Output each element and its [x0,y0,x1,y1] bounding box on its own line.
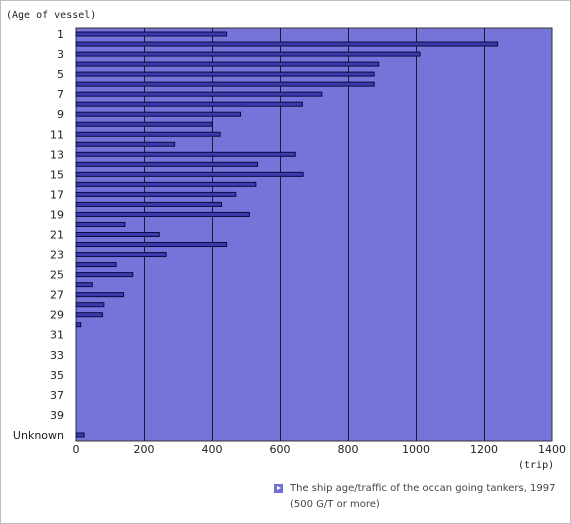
x-tick-label-600: 600 [270,443,291,456]
legend-arrow-icon [274,484,283,493]
y-tick-label-19: 19 [50,208,64,221]
bar-20 [75,221,126,227]
bar-12 [75,141,176,147]
bar-15 [75,171,304,177]
y-tick-label-17: 17 [50,188,64,201]
y-tick-label-33: 33 [50,349,64,362]
bar-4 [75,61,380,67]
bar-27 [75,292,125,298]
x-tick-labels: 0 200 400 600 800 1000 1200 1400 [73,443,567,456]
bar-16 [75,181,257,187]
bar-30 [75,322,82,328]
y-tick-label-5: 5 [57,68,64,81]
legend-line-1: The ship age/traffic of the occan going … [290,483,556,494]
x-tick-label-800: 800 [338,443,359,456]
legend-line-2: (500 G/T or more) [290,499,380,510]
bar-18 [75,201,223,207]
bar-29 [75,312,104,318]
bar-6 [75,81,375,87]
legend: The ship age/traffic of the occan going … [274,481,564,513]
bar-3 [75,51,421,57]
bar-5 [75,71,375,77]
y-tick-label-15: 15 [50,168,64,181]
y-tick-label-25: 25 [50,269,64,282]
bar-2 [75,41,499,47]
y-tick-label-21: 21 [50,229,64,242]
y-tick-label-27: 27 [50,289,64,302]
bars [75,31,499,438]
bar-25 [75,272,134,278]
y-tick-label-7: 7 [57,88,64,101]
bar-23 [75,252,167,258]
y-tick-label-23: 23 [50,249,64,262]
bar-9 [75,111,242,117]
x-tick-label-1400: 1400 [538,443,566,456]
x-tick-label-1000: 1000 [402,443,430,456]
bar-24 [75,262,117,268]
y-tick-label-35: 35 [50,369,64,382]
bar-21 [75,232,160,237]
bar-14 [75,161,259,167]
y-tick-label-9: 9 [57,108,64,121]
bar-28 [75,302,105,308]
bar-19 [75,211,250,217]
x-tick-label-1200: 1200 [470,443,498,456]
y-tick-labels: 13579111315171921232527293133353739Unkno… [13,28,64,442]
x-tick-label-400: 400 [202,443,223,456]
y-tick-label-13: 13 [50,148,64,161]
x-tick-label-200: 200 [134,443,155,456]
y-tick-label-37: 37 [50,389,64,402]
bar-8 [75,101,303,107]
x-tick-label-0: 0 [73,443,80,456]
y-tick-label-31: 31 [50,329,64,342]
bar-7 [75,91,323,97]
y-tick-label-39: 39 [50,409,64,422]
bar-26 [75,282,93,288]
y-tick-label-29: 29 [50,309,64,322]
bar-1 [75,31,228,37]
bar-11 [75,131,221,137]
bar-Unknown [75,432,85,438]
bar-22 [75,242,228,248]
y-tick-label-Unknown: Unknown [13,429,64,442]
bar-10 [75,121,213,127]
y-tick-label-3: 3 [57,48,64,61]
y-axis-label: (Age of vessel) [6,10,96,21]
bar-13 [75,151,296,157]
y-tick-label-11: 11 [50,128,64,141]
x-axis-label: (trip) [518,460,554,471]
bar-17 [75,191,237,197]
y-tick-label-1: 1 [57,28,64,41]
